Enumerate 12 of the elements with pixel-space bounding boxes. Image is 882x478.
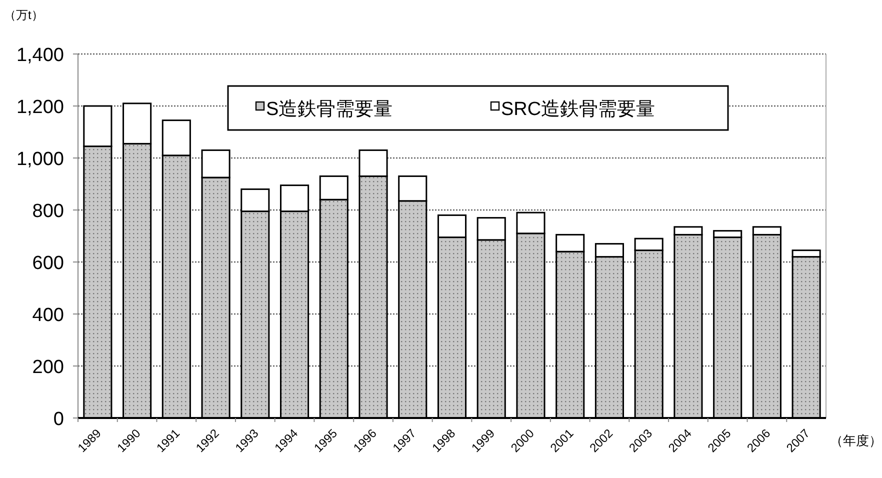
y-tick-label: 400 [32, 305, 64, 326]
legend-label: S造鉄骨需要量 [266, 99, 393, 120]
y-tick-label: 0 [53, 409, 64, 430]
y-tick-label: 1,400 [16, 45, 64, 66]
y-tick-label: 1,200 [16, 97, 64, 118]
x-axis-title: （年度） [830, 433, 882, 448]
legend-label: SRC造鉄骨需要量 [501, 99, 656, 120]
y-axis-title: （万t） [4, 8, 44, 22]
y-tick-label: 200 [32, 357, 64, 378]
y-tick-label: 1,000 [16, 149, 64, 170]
y-tick-label: 800 [32, 201, 64, 222]
y-tick-label: 600 [32, 253, 64, 274]
